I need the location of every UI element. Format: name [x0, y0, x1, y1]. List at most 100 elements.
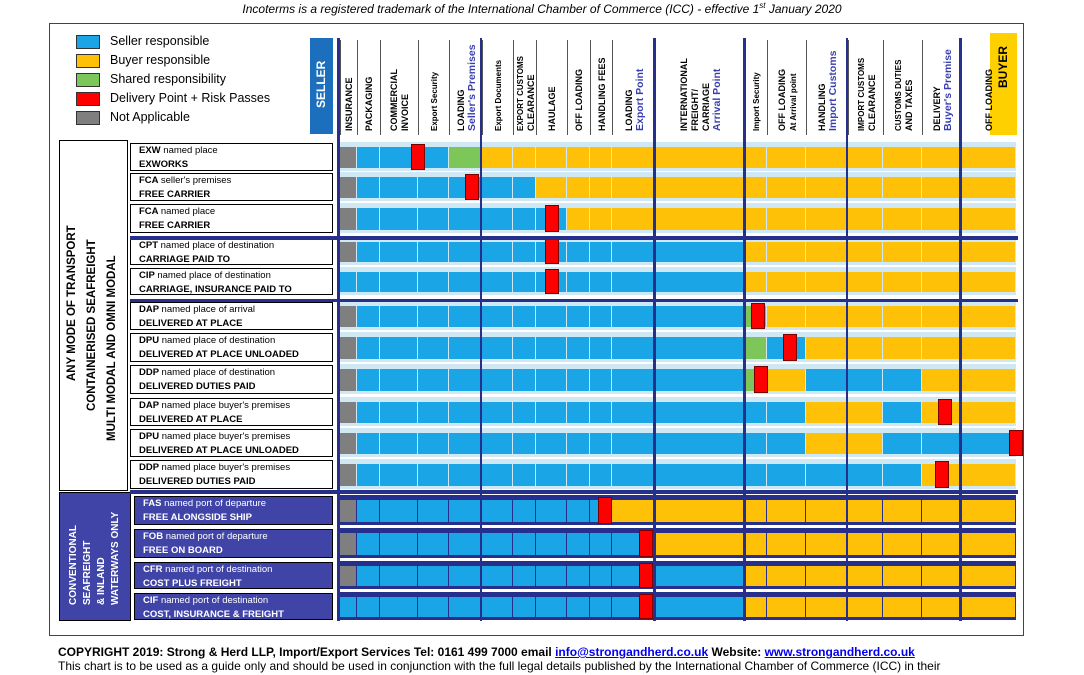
- incoterm-row-label-dpu: DPU named place of destination DELIVERED …: [130, 333, 333, 362]
- column-header-haulage: HAULAGE: [547, 86, 557, 132]
- column-header-export-customs-clearance: EXPORT CUSTOMS: [515, 56, 525, 131]
- responsibility-cell: [357, 337, 379, 359]
- responsibility-cell: [922, 208, 960, 230]
- responsibility-cell: [922, 306, 960, 327]
- incoterm-code: EXW: [139, 145, 164, 156]
- responsibility-cell: [590, 177, 611, 198]
- responsibility-cell: [449, 597, 481, 617]
- incoterm-row-label-fca: FCA seller's premises FREE CARRIER: [130, 173, 333, 201]
- responsibility-cell: [655, 402, 743, 423]
- responsibility-cell: [961, 337, 1015, 359]
- responsibility-cell: [883, 242, 921, 262]
- column-header-divider: [418, 40, 419, 135]
- risk-point-marker: [544, 239, 559, 264]
- incoterm-place-text: named place of arrival: [161, 304, 255, 315]
- responsibility-cell: [806, 337, 847, 359]
- responsibility-cell: [883, 402, 921, 423]
- responsibility-cell: [357, 306, 379, 327]
- responsibility-cell: [357, 177, 379, 198]
- risk-point-marker: [639, 563, 654, 588]
- responsibility-cell: [380, 566, 417, 586]
- responsibility-cell: [567, 369, 589, 391]
- responsibility-cell: [513, 533, 535, 555]
- website-link[interactable]: www.strongandherd.co.uk: [764, 645, 915, 659]
- responsibility-cell: [418, 433, 448, 454]
- responsibility-cell: [340, 272, 356, 292]
- responsibility-cell: [340, 464, 356, 486]
- incoterm-name: DELIVERED AT PLACE: [139, 414, 243, 425]
- legend-label: Not Applicable: [110, 110, 190, 124]
- responsibility-cell: [536, 464, 566, 486]
- column-header-divider: [380, 40, 381, 135]
- responsibility-cell: [340, 242, 356, 262]
- incoterm-code: FCA: [139, 206, 161, 217]
- responsibility-cell: [848, 566, 882, 586]
- responsibility-cell: [848, 337, 882, 359]
- responsibility-cell: [380, 337, 417, 359]
- legend-swatch: [76, 73, 100, 87]
- responsibility-cell: [340, 402, 356, 423]
- incoterm-name: DELIVERED AT PLACE UNLOADED: [139, 349, 299, 360]
- responsibility-cell: [380, 402, 417, 423]
- column-header-commercial-invoice: INVOICE: [400, 93, 410, 131]
- responsibility-cell: [612, 147, 654, 168]
- responsibility-cell: [767, 597, 805, 617]
- column-header-divider: [513, 40, 514, 135]
- responsibility-cell: [961, 433, 1015, 454]
- responsibility-cell: [961, 533, 1015, 555]
- responsibility-cell: [536, 402, 566, 423]
- responsibility-cell: [418, 147, 448, 168]
- group-any-mode: ANY MODE OF TRANSPORT CONTAINERISED SEAFR…: [59, 140, 128, 491]
- responsibility-cell: [612, 433, 654, 454]
- column-header-import-security: Import Security: [752, 72, 761, 131]
- column-header-customs-duties: AND TAXES: [903, 79, 914, 131]
- group-any-mode-label: CONTAINERISED SEAFREIGHT: [86, 239, 98, 411]
- responsibility-cell: [590, 433, 611, 454]
- disclaimer-line: This chart is to be used as a guide only…: [58, 659, 941, 673]
- responsibility-cell: [883, 208, 921, 230]
- responsibility-cell: [922, 533, 960, 555]
- incoterm-code: DPU: [139, 335, 162, 346]
- column-header-divider: [612, 40, 613, 135]
- responsibility-cell: [806, 433, 847, 454]
- responsibility-cell: [513, 337, 535, 359]
- responsibility-cell: [848, 208, 882, 230]
- column-header-loading-export-point: LOADING: [623, 89, 634, 132]
- responsibility-cell: [449, 433, 481, 454]
- incoterm-row-label-dap: DAP named place buyer's premises DELIVERE…: [130, 398, 333, 426]
- incoterm-row-label-cif: CIF named port of destination COST, INSUR…: [134, 593, 333, 620]
- accent-divider: [653, 38, 656, 621]
- legend-label: Seller responsible: [110, 34, 210, 48]
- incoterm-code: CFR: [143, 564, 166, 575]
- incoterm-place: CPT named place of destination: [139, 240, 274, 251]
- responsibility-cell: [883, 533, 921, 555]
- incoterm-place: DAP named place buyer's premises: [139, 400, 290, 411]
- email-link[interactable]: info@strongandherd.co.uk: [555, 645, 709, 659]
- responsibility-cell: [655, 533, 743, 555]
- responsibility-cell: [380, 464, 417, 486]
- responsibility-cell: [513, 464, 535, 486]
- responsibility-cell: [848, 177, 882, 198]
- column-header-import-customs-clearance: IMPORT CUSTOMS: [856, 57, 866, 131]
- responsibility-cell: [482, 369, 512, 391]
- responsibility-cell: [418, 533, 448, 555]
- responsibility-cell: [340, 306, 356, 327]
- incoterm-name: FREE ALONGSIDE SHIP: [143, 512, 252, 523]
- responsibility-cell: [357, 208, 379, 230]
- responsibility-cell: [380, 272, 417, 292]
- group-sea: CONVENTIONAL SEAFREIGHT & INLAND WATERWAYS …: [59, 492, 131, 621]
- incoterm-name: DELIVERED DUTIES PAID: [139, 476, 256, 487]
- responsibility-cell: [513, 402, 535, 423]
- responsibility-cell: [961, 402, 1015, 423]
- group-any-mode-label: MULTI MODAL AND OMNI MODAL: [106, 255, 118, 441]
- incoterm-place-text: named place: [160, 206, 216, 217]
- incoterm-row-label-ddp: DDP named place of destination DELIVERED …: [130, 365, 333, 394]
- column-header-loading-sellers-premises: LOADING: [455, 89, 466, 132]
- responsibility-cell: [380, 369, 417, 391]
- responsibility-cell: [806, 566, 847, 586]
- responsibility-cell: [922, 566, 960, 586]
- responsibility-cell: [380, 597, 417, 617]
- group-sea-label: CONVENTIONAL: [68, 525, 79, 605]
- responsibility-cell: [806, 242, 847, 262]
- responsibility-cell: [883, 433, 921, 454]
